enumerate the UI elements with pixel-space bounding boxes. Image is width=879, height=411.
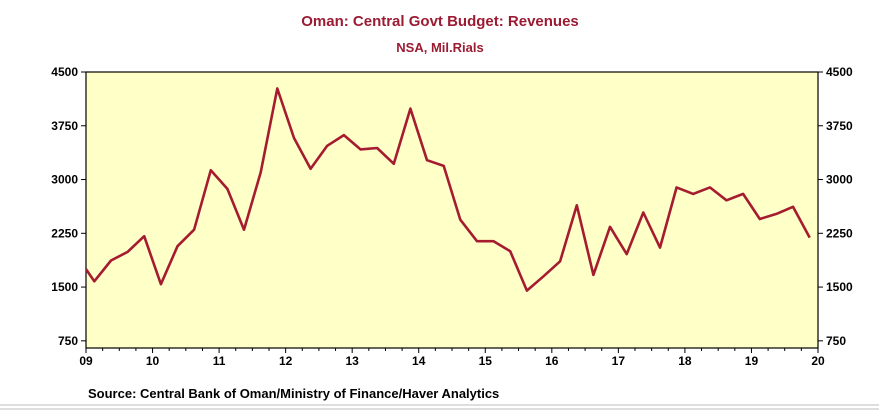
chart-subtitle: NSA, Mil.Rials (396, 40, 483, 55)
y-left-tick-label: 1500 (51, 280, 78, 294)
x-tick-label: 10 (146, 354, 160, 368)
y-right-tick-label: 750 (826, 334, 846, 348)
x-tick-label: 09 (79, 354, 93, 368)
x-axis: 09 10 11 12 13 14 15 16 17 18 19 20 (79, 348, 825, 368)
y-right-tick-label: 4500 (826, 65, 853, 79)
y-axis-left: 750 1500 2250 3000 3750 4500 (51, 65, 86, 348)
chart-title: Oman: Central Govt Budget: Revenues (301, 13, 579, 30)
series-line (84, 87, 811, 292)
x-tick-label: 15 (479, 354, 493, 368)
y-right-tick-label: 3750 (826, 119, 853, 133)
y-axis-right: 750 1500 2250 3000 3750 4500 (818, 65, 853, 348)
x-tick-label: 17 (612, 354, 626, 368)
x-tick-label: 13 (346, 354, 360, 368)
x-tick-label: 12 (279, 354, 293, 368)
y-left-tick-label: 3000 (51, 173, 78, 187)
x-tick-label: 16 (545, 354, 559, 368)
chart-source: Source: Central Bank of Oman/Ministry of… (88, 386, 499, 401)
y-left-tick-label: 4500 (51, 65, 78, 79)
y-left-tick-label: 750 (58, 334, 78, 348)
y-right-tick-label: 1500 (826, 280, 853, 294)
x-tick-label: 20 (811, 354, 825, 368)
x-tick-label: 11 (213, 354, 226, 368)
x-tick-label: 18 (678, 354, 692, 368)
x-tick-label: 14 (412, 354, 426, 368)
x-tick-label: 19 (745, 354, 759, 368)
y-right-tick-label: 2250 (826, 226, 853, 240)
y-right-tick-label: 3000 (826, 173, 853, 187)
plot-area (85, 71, 819, 349)
y-left-tick-label: 3750 (51, 119, 78, 133)
y-left-tick-label: 2250 (51, 226, 78, 240)
